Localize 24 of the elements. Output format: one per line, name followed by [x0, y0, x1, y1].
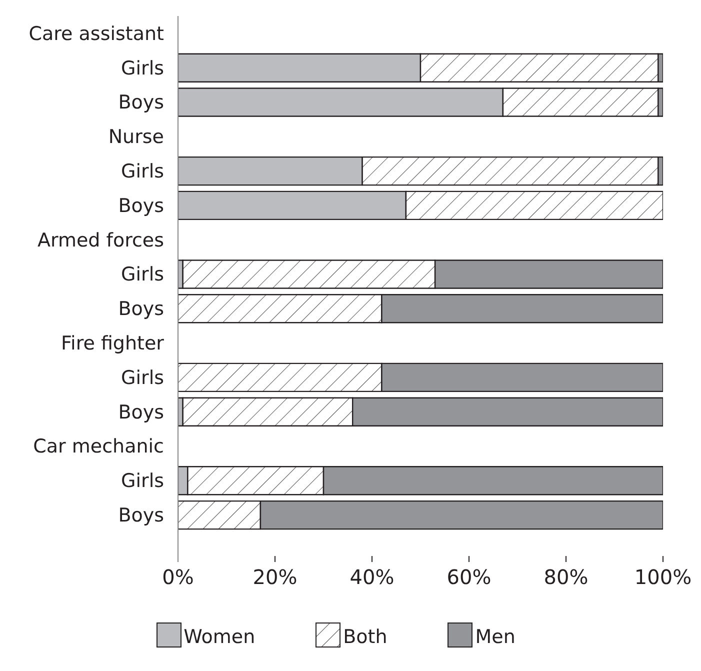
y-tick-label: Boys	[118, 92, 164, 114]
y-tick-label: Girls	[121, 160, 164, 183]
y-tick-label: Girls	[121, 264, 164, 286]
y-tick-label: Nurse	[108, 126, 164, 148]
y-tick-label: Car mechanic	[33, 436, 164, 458]
x-tick-label: 20%	[252, 565, 298, 590]
x-tick-label: 80%	[544, 565, 588, 590]
y-tick-label: Girls	[121, 470, 164, 492]
x-tick-label: 40%	[350, 565, 394, 590]
y-tick-label: Fire fighter	[61, 332, 164, 355]
x-tick-label: 100%	[634, 565, 692, 590]
y-tick-label: Boys	[118, 401, 164, 424]
y-tick-label: Care assistant	[28, 22, 164, 45]
y-tick-label: Boys	[118, 298, 164, 320]
y-tick-label: Boys	[118, 194, 164, 217]
legend-label: Men	[475, 626, 516, 648]
y-tick-label: Boys	[118, 504, 164, 527]
legend-label: Women	[184, 626, 256, 648]
x-tick-label: 60%	[446, 565, 492, 590]
y-tick-label: Girls	[121, 366, 164, 389]
x-tick-label: 0%	[162, 565, 194, 590]
legend-label: Both	[343, 626, 388, 648]
y-tick-label: Armed forces	[37, 229, 164, 252]
y-tick-label: Girls	[121, 57, 164, 80]
